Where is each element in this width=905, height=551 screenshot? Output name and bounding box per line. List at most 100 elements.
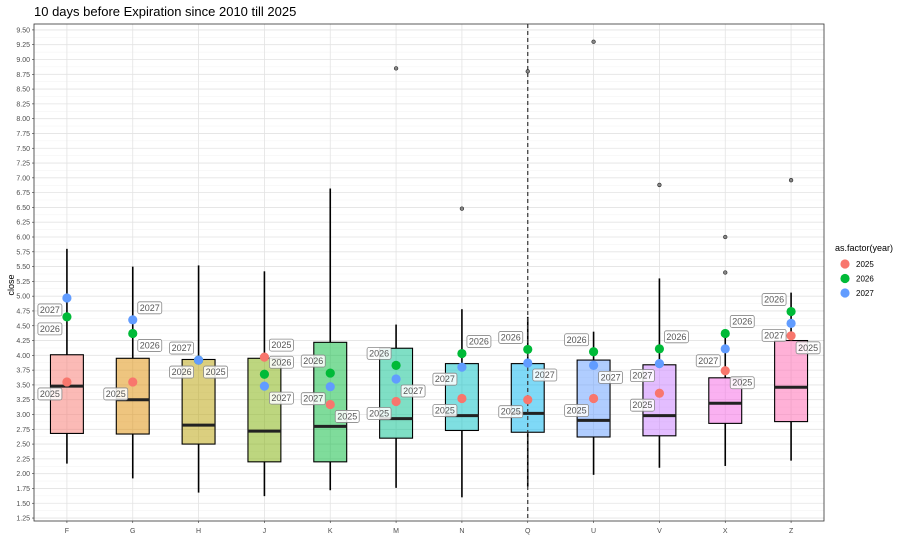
- point-label-box: [795, 341, 821, 355]
- point-label-box: [400, 384, 426, 398]
- point-label: 2025: [369, 408, 389, 418]
- point-label: 2026: [140, 340, 160, 350]
- year-point: [325, 382, 335, 392]
- outlier-point: [525, 69, 530, 74]
- y-tick-label: 4.75: [16, 308, 30, 315]
- year-point: [654, 359, 665, 369]
- outlier-point: [393, 66, 399, 71]
- outlier-point: [657, 182, 662, 188]
- year-point: [193, 355, 204, 365]
- point-label: 2025: [501, 407, 521, 417]
- x-tick-label: X: [723, 528, 728, 535]
- x-tick-label: J: [263, 528, 267, 535]
- point-label: 2026: [764, 295, 784, 305]
- y-tick-label: 2.50: [16, 442, 30, 449]
- point-label-box: [598, 370, 623, 384]
- point-label-box: [761, 328, 787, 342]
- x-tick-label: N: [459, 528, 464, 535]
- y-tick-label: 3.50: [16, 382, 30, 389]
- point-label: 2026: [567, 335, 587, 345]
- y-tick-label: 6.25: [16, 220, 30, 227]
- point-label-box: [37, 387, 63, 401]
- point-label: 2026: [40, 324, 60, 334]
- y-tick-label: 7.50: [16, 146, 30, 153]
- point-label-box: [532, 368, 558, 382]
- y-tick-label: 6.75: [16, 190, 30, 197]
- legend-key: [840, 259, 850, 269]
- point-label-box: [137, 339, 163, 352]
- year-point: [128, 377, 138, 387]
- y-axis-title: close: [6, 274, 16, 295]
- y-tick-label: 9.25: [16, 42, 30, 49]
- y-tick-label: 8.50: [16, 87, 30, 94]
- point-label-box: [498, 405, 524, 419]
- y-tick-label: 3.25: [16, 397, 30, 404]
- year-point: [457, 362, 467, 372]
- point-label-box: [37, 303, 63, 317]
- y-tick-label: 8.75: [16, 72, 30, 79]
- x-tick-label: Q: [525, 528, 531, 535]
- point-label-box: [334, 410, 360, 423]
- y-tick-label: 2.00: [16, 471, 30, 478]
- point-label: 2025: [337, 411, 357, 421]
- point-label-box: [169, 341, 194, 355]
- point-label-box: [300, 392, 326, 406]
- point-label: 2027: [271, 393, 291, 403]
- year-point: [128, 315, 138, 325]
- y-tick-label: 8.00: [16, 116, 30, 123]
- x-tick-label: H: [196, 528, 201, 535]
- year-point: [391, 374, 401, 384]
- point-label: 2027: [403, 386, 423, 396]
- y-tick-label: 1.25: [16, 516, 30, 523]
- outlier-point: [723, 270, 728, 275]
- chart-title: 10 days before Expiration since 2010 til…: [34, 4, 296, 19]
- year-point: [523, 344, 533, 355]
- point-label: 2026: [666, 332, 686, 342]
- y-tick-label: 9.00: [16, 57, 30, 64]
- point-label: 2027: [140, 303, 160, 313]
- legend-label: 2026: [856, 275, 874, 284]
- year-point: [62, 293, 72, 303]
- point-label: 2027: [40, 305, 60, 315]
- point-label-box: [366, 407, 392, 420]
- y-tick-label: 6.50: [16, 205, 30, 212]
- point-label-box: [203, 365, 228, 379]
- year-point: [654, 344, 665, 354]
- point-label: 2027: [698, 356, 718, 366]
- year-point: [325, 399, 335, 410]
- year-point: [523, 395, 533, 405]
- point-label: 2026: [172, 367, 192, 377]
- y-tick-label: 1.75: [16, 486, 30, 493]
- point-label: 2027: [172, 343, 192, 353]
- panel-border: [33, 23, 825, 522]
- point-label: 2026: [469, 337, 489, 347]
- outlier-point: [788, 178, 794, 183]
- y-tick-label: 4.50: [16, 323, 30, 330]
- year-point: [720, 328, 730, 339]
- point-label: 2026: [369, 348, 389, 358]
- x-tick-label: M: [393, 528, 399, 535]
- y-tick-label: 7.00: [16, 175, 30, 182]
- point-label: 2026: [732, 316, 752, 326]
- point-label: 2025: [732, 378, 752, 388]
- y-tick-label: 7.25: [16, 161, 30, 168]
- point-label-box: [729, 376, 755, 390]
- point-label-box: [366, 346, 392, 360]
- outlier-point: [591, 39, 596, 44]
- point-label-box: [664, 330, 689, 344]
- y-tick-label: 8.25: [16, 101, 30, 108]
- point-label-box: [432, 372, 458, 386]
- year-point: [720, 344, 730, 354]
- point-label: 2025: [40, 389, 60, 399]
- point-label-box: [466, 335, 492, 348]
- year-point: [720, 366, 730, 376]
- point-label: 2025: [435, 406, 455, 416]
- point-label: 2025: [206, 367, 226, 377]
- outlier-point: [723, 234, 728, 240]
- point-label-box: [630, 398, 655, 412]
- year-point: [654, 388, 665, 398]
- point-label-box: [300, 354, 326, 368]
- y-tick-label: 3.75: [16, 368, 30, 375]
- x-tick-label: Z: [789, 528, 794, 535]
- point-label: 2027: [435, 374, 455, 384]
